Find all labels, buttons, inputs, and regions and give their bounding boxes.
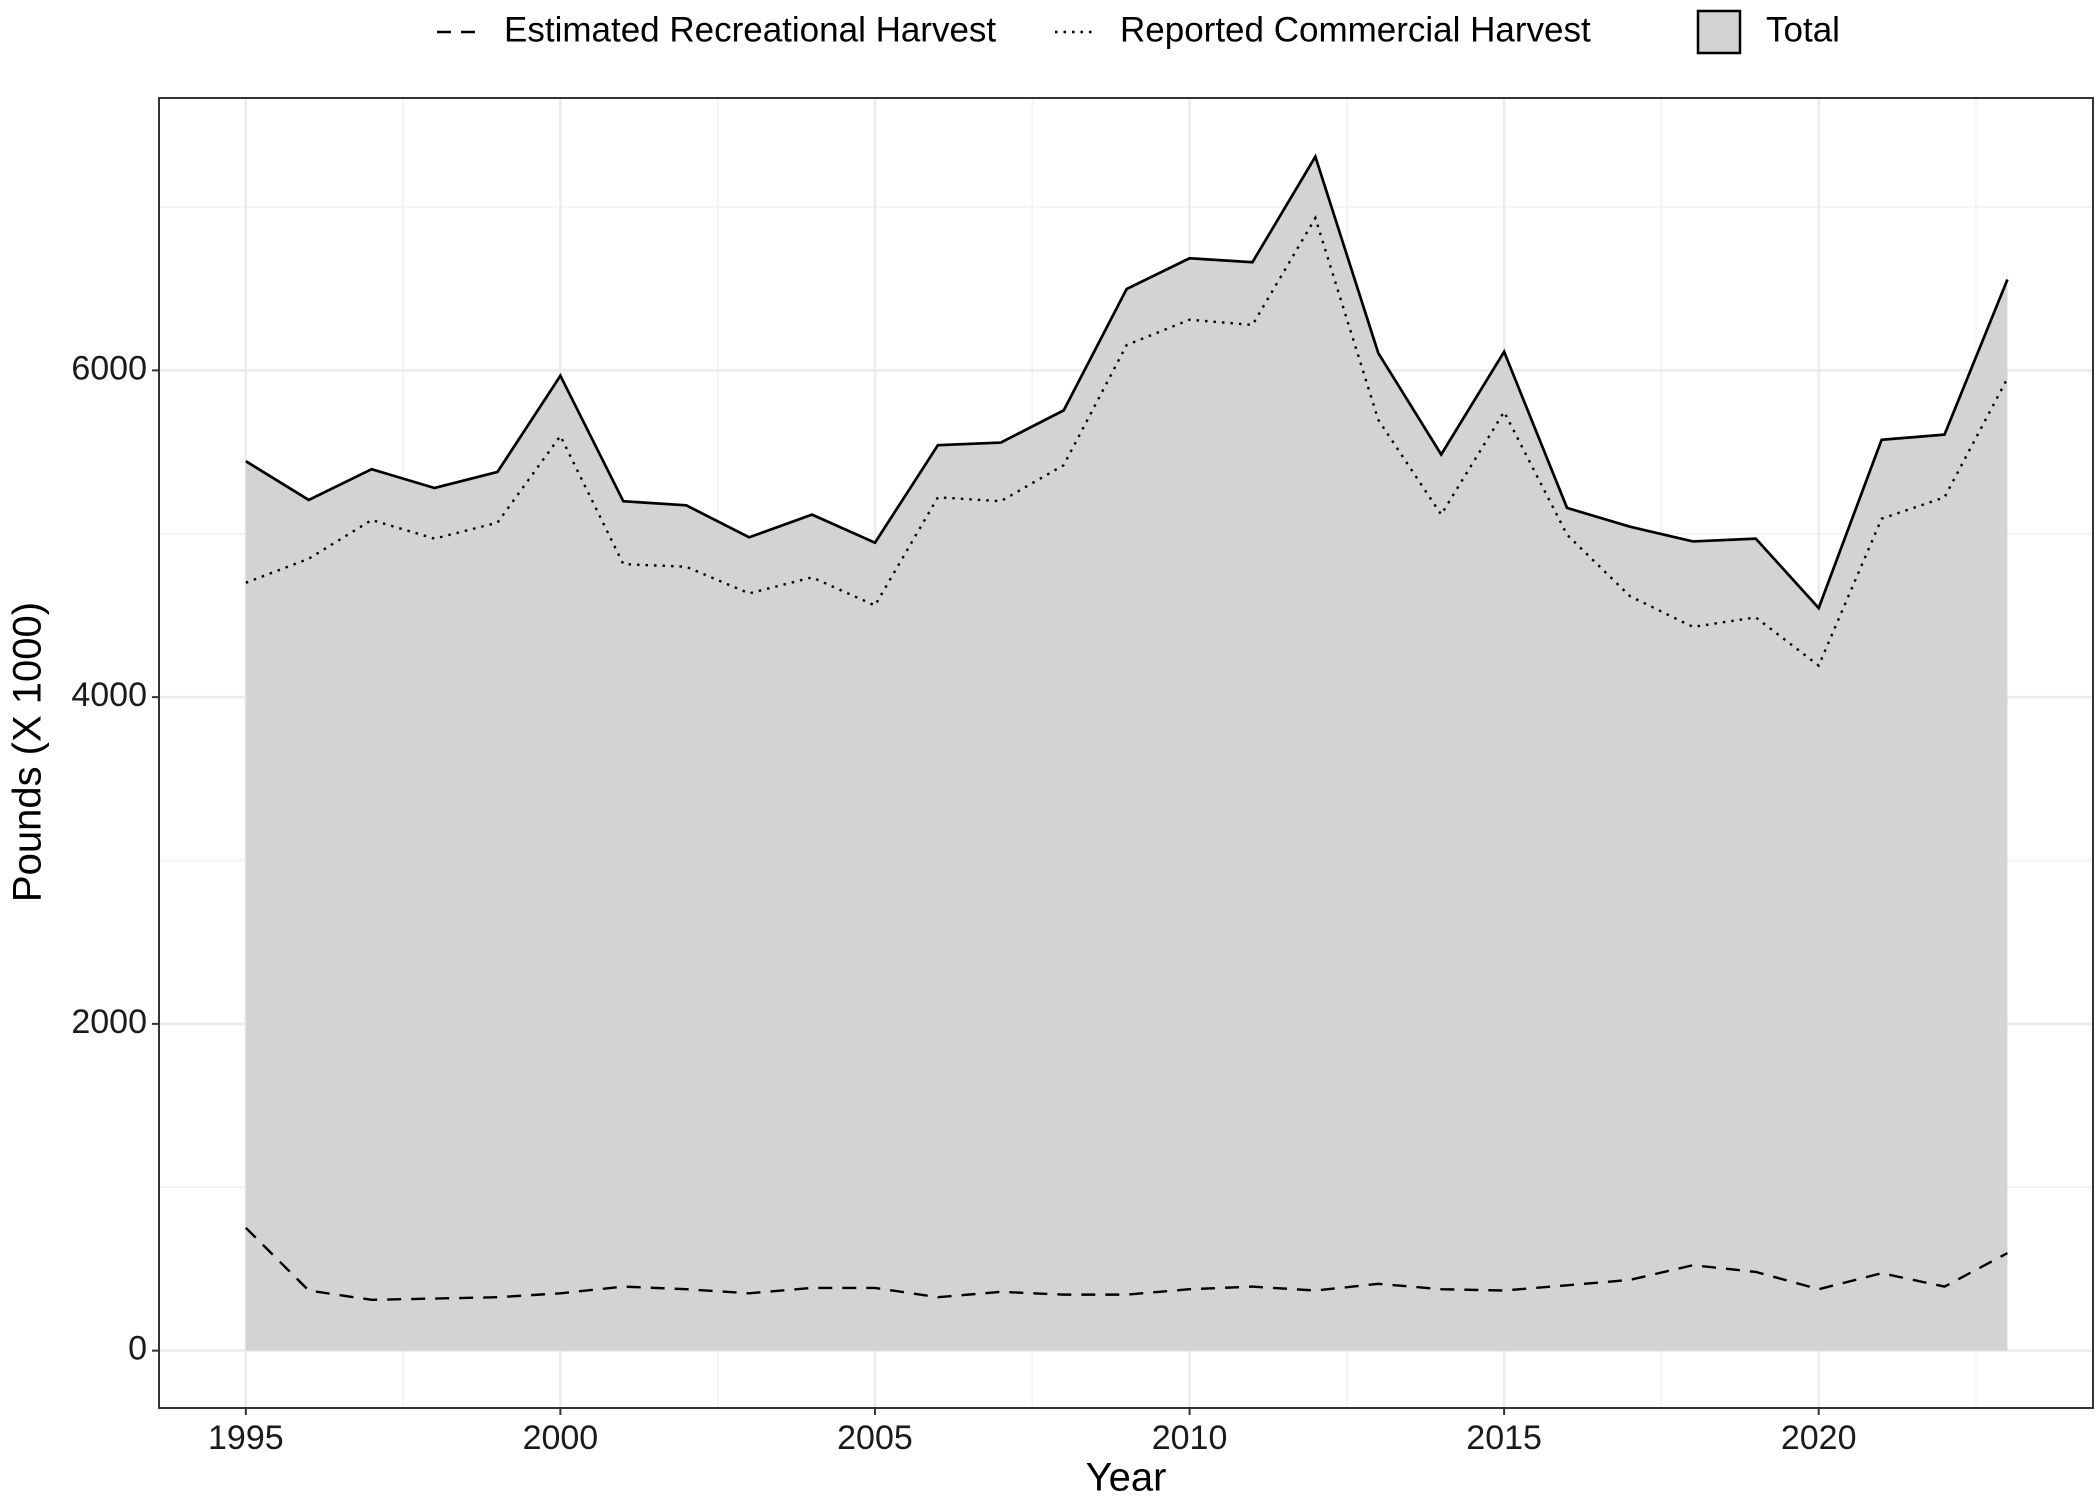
y-tick-label: 6000	[71, 349, 147, 387]
x-tick-label: 2015	[1466, 1419, 1542, 1457]
x-tick-label: 2000	[523, 1419, 599, 1457]
x-tick-label: 2005	[837, 1419, 913, 1457]
y-tick-label: 2000	[71, 1003, 147, 1041]
x-axis-title: Year	[1086, 1456, 1167, 1500]
area	[245, 156, 2008, 1351]
panel-border	[158, 97, 2094, 1409]
legend-label: Estimated Recreational Harvest	[504, 10, 996, 49]
line	[245, 215, 2009, 668]
area-outline	[245, 153, 2009, 611]
y-tick-label: 0	[128, 1330, 147, 1368]
legend-label: Total	[1766, 10, 1840, 49]
line	[244, 1226, 2009, 1302]
y-axis-title: Pounds (X 1000)	[6, 602, 50, 902]
x-tick-label: 2020	[1781, 1419, 1857, 1457]
legend-key	[1696, 9, 1742, 55]
y-tick-label: 4000	[71, 676, 147, 714]
legend-label: Reported Commercial Harvest	[1120, 10, 1591, 49]
x-tick-label: 2010	[1152, 1419, 1228, 1457]
x-tick-label: 1995	[208, 1419, 284, 1457]
